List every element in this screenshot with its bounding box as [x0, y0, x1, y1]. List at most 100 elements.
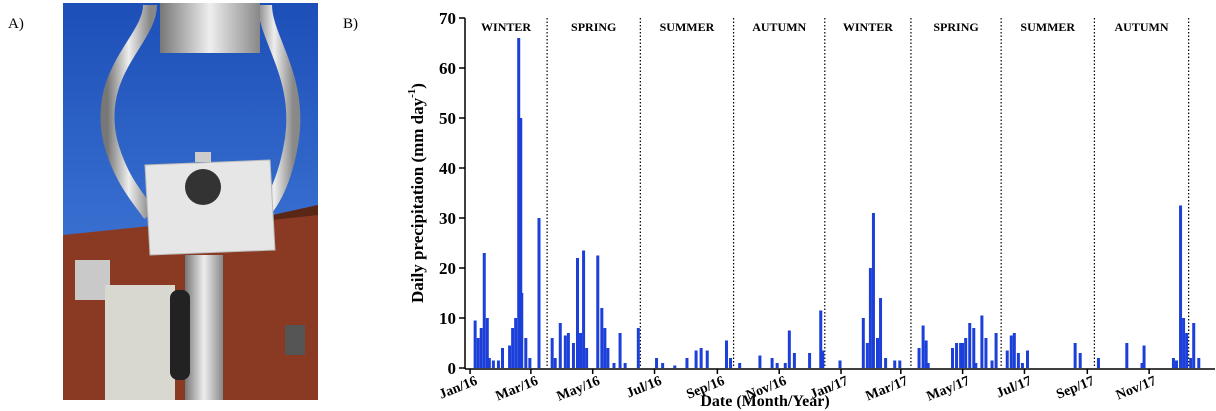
x-axis-title: Date (Month/Year): [700, 393, 829, 410]
bar: [819, 310, 823, 368]
bar: [951, 348, 954, 368]
bar: [974, 363, 978, 368]
bar: [563, 335, 567, 368]
bar: [758, 355, 762, 368]
bar: [775, 363, 779, 368]
bar: [606, 348, 610, 368]
x-tick-label: May/16: [555, 374, 602, 405]
bar: [787, 330, 791, 368]
bar: [1073, 343, 1077, 368]
bar: [876, 338, 879, 368]
bar: [576, 258, 579, 368]
y-tick-label: 10: [439, 309, 456, 328]
bar: [673, 365, 677, 368]
bar: [972, 328, 976, 368]
x-tick-label: Jul/17: [994, 374, 1034, 402]
panel-label: B): [343, 16, 358, 32]
bar: [524, 338, 528, 368]
x-tick-label: May/17: [925, 374, 972, 405]
bar: [1125, 343, 1129, 368]
bar: [537, 218, 541, 368]
bar: [898, 360, 902, 368]
bar: [491, 360, 495, 368]
bar: [1171, 358, 1175, 368]
bar: [508, 345, 512, 368]
bar: [1192, 323, 1196, 368]
bar: [1026, 350, 1029, 368]
bar: [792, 353, 796, 368]
bar: [585, 348, 589, 368]
season-label: SPRING: [933, 20, 978, 34]
bar: [479, 328, 483, 368]
panel-label: A): [8, 16, 24, 32]
x-tick-label: Jul/16: [624, 374, 664, 402]
bar: [1182, 318, 1186, 368]
bar: [738, 363, 742, 368]
bar: [553, 358, 557, 368]
bar: [1197, 358, 1201, 368]
season-label: WINTER: [843, 20, 893, 34]
bar: [618, 333, 622, 368]
bar: [501, 348, 504, 368]
y-title-superscript: -1: [406, 89, 418, 98]
bar: [1142, 345, 1146, 368]
bar: [838, 360, 842, 368]
bar: [473, 320, 477, 368]
season-label: SUMMER: [660, 20, 715, 34]
bar: [955, 343, 959, 368]
bar: [514, 318, 518, 368]
bar: [980, 315, 984, 368]
bar: [636, 328, 640, 368]
bar: [528, 358, 532, 368]
bar: [959, 343, 963, 368]
bar: [558, 323, 562, 368]
bar: [1012, 333, 1016, 368]
bar: [1096, 358, 1100, 368]
x-tick-label: Mar/17: [864, 374, 911, 405]
y-tick-label: 70: [439, 9, 456, 28]
photo: [63, 3, 318, 400]
bar: [1179, 205, 1183, 368]
bar: [921, 325, 925, 368]
y-title-close: ): [408, 83, 427, 89]
bar: [879, 298, 883, 368]
bar: [600, 308, 604, 368]
y-title-text: Daily precipitation (mm day: [408, 97, 427, 303]
bar: [661, 363, 665, 368]
bar: [1005, 350, 1009, 368]
season-label: SUMMER: [1020, 20, 1075, 34]
bar: [582, 250, 586, 368]
bar: [1020, 363, 1024, 368]
bar: [861, 318, 865, 368]
bar: [961, 343, 965, 368]
bar: [893, 360, 897, 368]
y-tick-label: 30: [439, 209, 456, 228]
bar: [884, 358, 888, 368]
bar: [964, 338, 968, 368]
bar: [926, 363, 930, 368]
bar: [612, 363, 616, 368]
bar: [1078, 353, 1082, 368]
bar: [808, 353, 812, 368]
bar: [994, 333, 998, 368]
bar: [1016, 353, 1020, 368]
bar: [482, 253, 486, 368]
bar: [517, 38, 521, 368]
bar: [1185, 333, 1189, 368]
season-label: WINTER: [481, 20, 531, 34]
bar: [655, 358, 659, 368]
bar: [783, 363, 787, 368]
season-label: AUTUMN: [1115, 20, 1169, 34]
y-tick-label: 50: [439, 109, 456, 128]
x-tick-label: Sep/17: [1054, 374, 1096, 403]
bar: [496, 360, 500, 368]
bar: [485, 318, 489, 368]
bar: [596, 255, 600, 368]
chart: Daily precipitation (mm day-1) Date (Mon…: [406, 9, 1215, 410]
bar: [924, 340, 928, 368]
bar: [917, 348, 921, 368]
bar: [550, 338, 554, 368]
bar: [519, 118, 523, 368]
bar: [685, 358, 689, 368]
